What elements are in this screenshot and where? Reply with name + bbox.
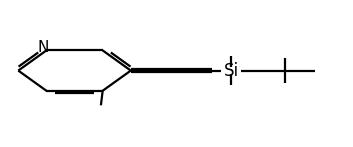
Text: Si: Si xyxy=(223,62,239,80)
Text: N: N xyxy=(38,40,49,55)
